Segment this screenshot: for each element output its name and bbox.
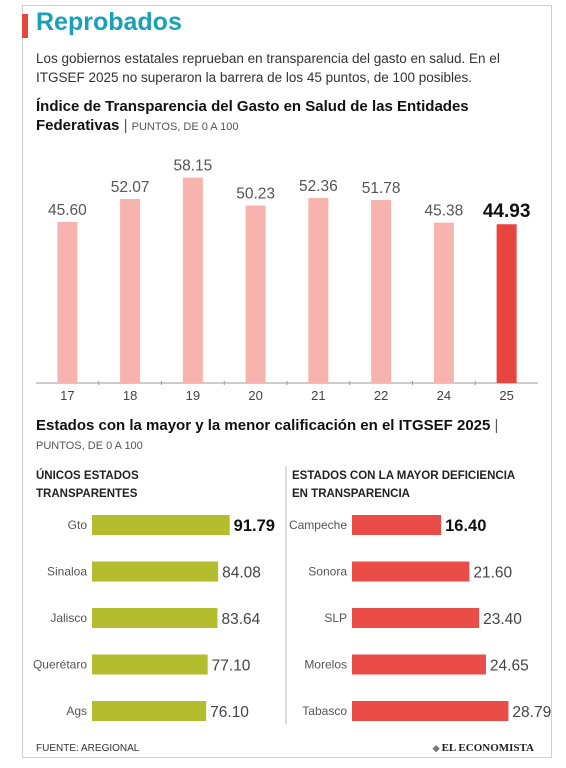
x-tick-label: 19 [186,388,200,403]
chart2-title: Estados con la mayor y la menor califica… [36,416,536,456]
bar-value-label: 24.65 [490,658,529,675]
bar [92,608,218,628]
x-tick-label: 25 [499,388,513,403]
bar-value-label: 52.36 [299,178,338,195]
bar-value-label: 83.64 [221,611,260,628]
bar [182,177,203,383]
chart1-title-separator: | [123,117,128,134]
bar [352,608,480,628]
bar-value-label: 23.40 [483,611,522,628]
bar-value-label: 50.23 [236,186,275,203]
bar-value-label: 52.07 [111,179,150,196]
page-subtitle: Los gobiernos estatales reprueban en tra… [36,51,500,85]
bar [352,561,470,582]
category-label: Tabasco [302,704,347,718]
panel-heading-line: ÚNICOS ESTADOS [36,469,139,482]
source-note: FUENTE: AREGIONAL [36,743,140,754]
x-tick-label: 21 [311,388,325,403]
bar-value-label: 28.79 [512,704,551,721]
annual-index-chart: 45.60 17 52.07 18 58.15 19 50.23 20 52.36 21 51.78… [36,158,538,403]
chart1-unit: PUNTOS, DE 0 A 100 [131,121,239,133]
chart1-title-text: Índice de Transparencia del Gasto en Sal… [36,98,469,134]
bar [371,200,392,383]
bar [352,701,509,721]
bar [433,222,454,383]
category-label: Gto [68,518,88,532]
panel-heading-line: ESTADOS CON LA MAYOR DEFICIENCIA [292,470,515,482]
bar [92,561,219,582]
bar [57,221,78,383]
bar-value-label: 51.78 [362,180,401,197]
bar-value-label: 76.10 [210,704,249,721]
category-label: Morelos [304,658,347,672]
page-title: Reprobados [36,8,182,36]
x-tick-label: 22 [374,388,388,403]
category-label: Ags [66,704,87,718]
x-tick-label: 24 [437,388,451,403]
bar-value-label: 45.60 [48,202,87,219]
bar-value-label: 16.40 [445,517,486,535]
bar-value-label: 77.10 [212,658,251,675]
chart2-unit: PUNTOS, DE 0 A 100 [36,440,143,452]
bar [352,654,486,675]
bar [92,654,208,675]
panel-heading-line: TRANSPARENTES [36,488,138,500]
category-label: Sonora [308,565,347,579]
bar-value-label: 58.15 [173,158,212,175]
chart2-title-text: Estados con la mayor y la menor califica… [36,417,491,434]
state-ranking-chart: ÚNICOS ESTADOS TRANSPARENTES Gto 91.79 Sinal… [33,466,551,724]
logo-mark-icon: ◆ [432,743,440,753]
card-frame [22,5,552,758]
chart1-title: Índice de Transparencia del Gasto en Sal… [36,97,536,137]
bar-value-label: 91.79 [234,517,275,535]
category-label: Querétaro [33,658,87,672]
category-label: Jalisco [50,611,87,625]
bar [352,515,442,535]
category-label: Campeche [289,518,347,532]
category-label: SLP [324,611,347,625]
bar-value-label: 44.93 [483,201,531,222]
x-tick-label: 18 [123,388,137,403]
panel-heading-line: EN TRANSPARENCIA [292,488,410,500]
chart2-title-separator: | [494,417,499,434]
title-accent-bar [22,14,28,38]
bar-value-label: 84.08 [222,565,261,582]
bar [308,197,329,383]
bar [92,515,230,535]
x-tick-label: 20 [248,388,262,403]
bar-value-label: 45.38 [424,203,463,220]
bar-value-label: 21.60 [473,565,512,582]
bar [496,224,517,383]
publisher-logo: ◆ EL ECONOMISTA [433,742,534,754]
x-tick-label: 17 [60,388,74,403]
bar [92,701,207,721]
publisher-logo-text: EL ECONOMISTA [441,742,534,754]
bar [120,199,141,383]
category-label: Sinaloa [47,565,87,579]
bar [245,205,266,383]
